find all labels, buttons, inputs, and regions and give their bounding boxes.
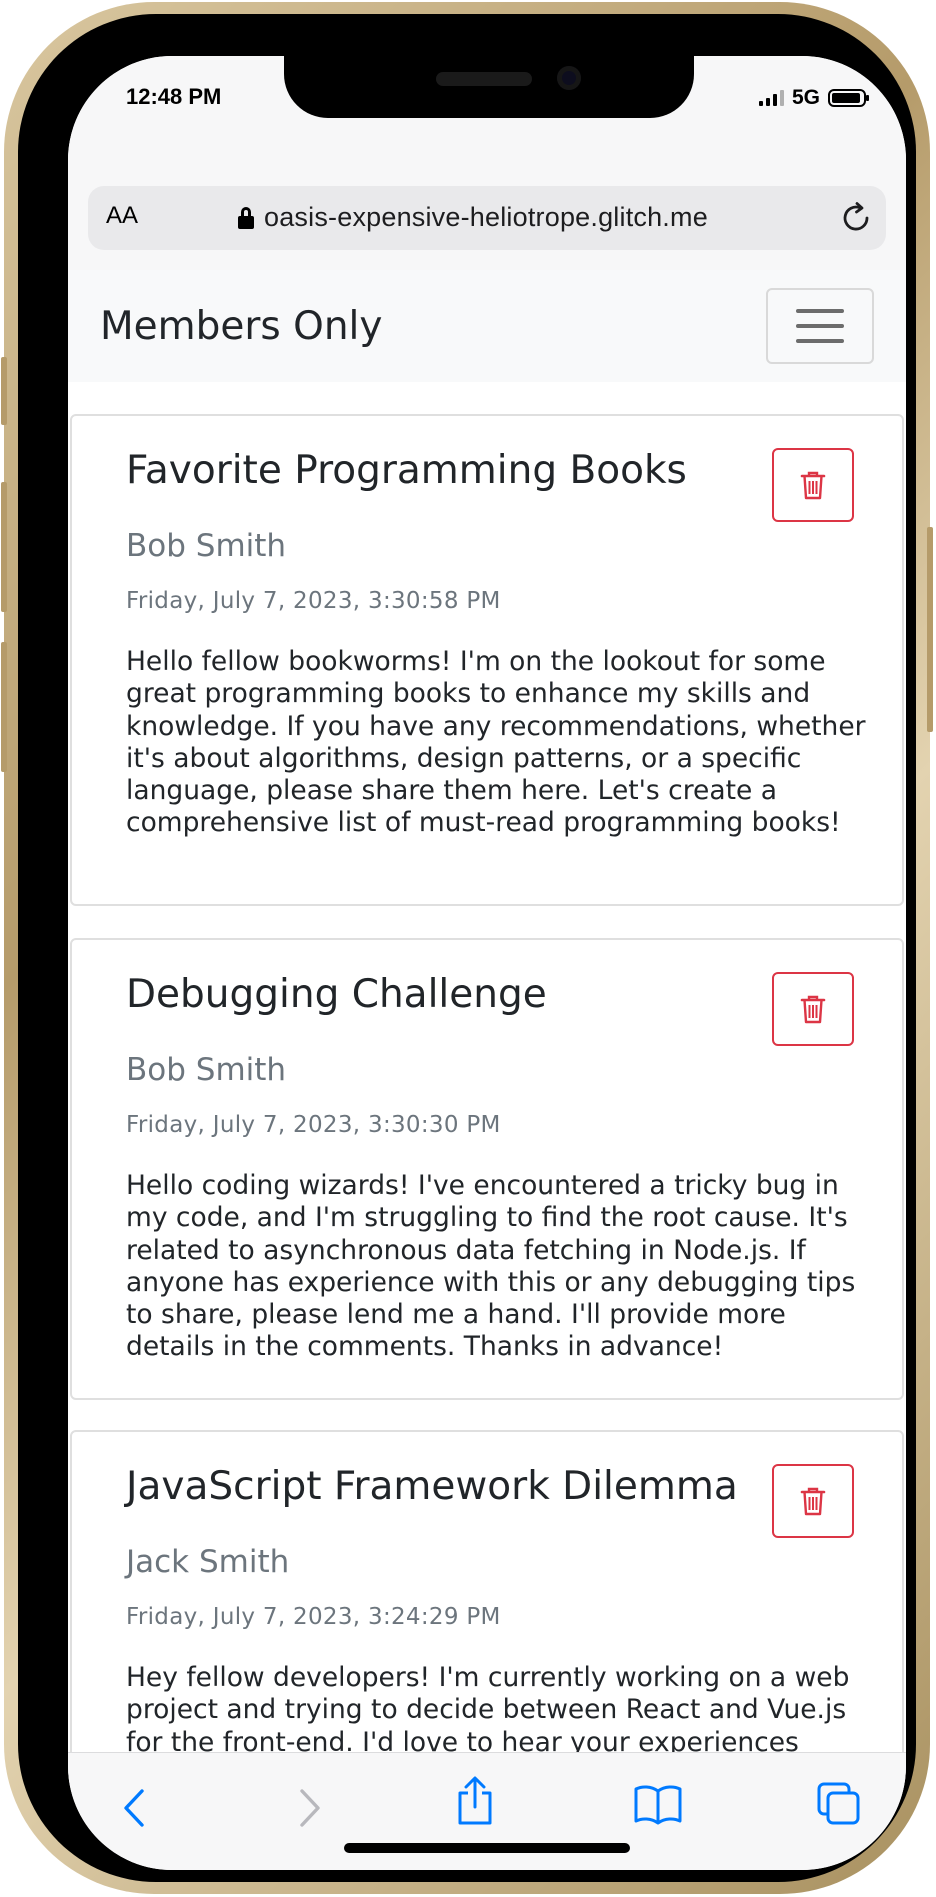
network-label: 5G [791,86,820,109]
lock-icon [238,206,254,229]
post-date: Friday, July 7, 2023, 3:30:58 PM [126,588,501,614]
menu-toggle-button[interactable] [766,288,874,364]
post-date: Friday, July 7, 2023, 3:24:29 PM [126,1604,501,1630]
bookmarks-icon[interactable] [633,1783,683,1825]
power-button [927,527,933,732]
post-title: Favorite Programming Books [126,448,687,493]
home-indicator[interactable] [344,1843,630,1853]
post-title: Debugging Challenge [126,972,547,1017]
delete-post-button[interactable] [772,1464,854,1538]
cellular-signal-icon [758,90,784,106]
status-time: 12:48 PM [126,84,222,109]
navbar: Members Only [68,270,906,382]
post-author: Bob Smith [126,528,287,564]
trash-icon [800,471,826,500]
phone-bezel: 12:48 PM 5G AA oasis-ex [18,14,916,1882]
post-body: Hello fellow bookworms! I'm on the looko… [126,646,866,839]
forward-icon[interactable] [298,1787,322,1829]
reload-icon[interactable] [838,200,874,236]
web-page: Members Only Favorite Programming Books [68,270,906,1752]
post-body: Hey fellow developers! I'm currently wor… [126,1662,850,1752]
earpiece-speaker [436,72,532,86]
trash-icon [800,1487,826,1516]
post-title: JavaScript Framework Dilemma [126,1464,738,1509]
delete-post-button[interactable] [772,448,854,522]
phone-screen: 12:48 PM 5G AA oasis-ex [68,56,906,1870]
text-size-button[interactable]: AA [106,202,139,229]
url-display[interactable]: oasis-expensive-heliotrope.glitch.me [238,202,708,233]
status-indicators: 5G [758,86,869,110]
browser-address-area: AA oasis-expensive-heliotrope.glitch.me [68,146,906,271]
post-author: Bob Smith [126,1052,287,1088]
post-card: Favorite Programming Books Bob Smith Fri… [70,414,904,906]
post-body: Hello coding wizards! I've encountered a… [126,1170,856,1363]
front-camera [557,66,581,90]
post-date: Friday, July 7, 2023, 3:30:30 PM [126,1112,501,1138]
back-icon[interactable] [122,1787,146,1829]
notch [284,56,694,118]
navbar-brand[interactable]: Members Only [100,304,383,349]
url-text: oasis-expensive-heliotrope.glitch.me [264,202,708,232]
trash-icon [800,995,826,1024]
battery-icon [828,89,869,107]
address-bar[interactable]: AA oasis-expensive-heliotrope.glitch.me [88,186,886,250]
volume-down-button [1,642,7,772]
post-card: JavaScript Framework Dilemma Jack Smith … [70,1430,904,1752]
hamburger-icon [796,309,844,313]
tabs-icon[interactable] [816,1781,862,1827]
mute-switch [1,357,7,425]
post-card: Debugging Challenge Bob Smith Friday, Ju… [70,938,904,1400]
delete-post-button[interactable] [772,972,854,1046]
volume-up-button [1,482,7,612]
post-author: Jack Smith [126,1544,290,1580]
share-icon[interactable] [454,1775,496,1827]
